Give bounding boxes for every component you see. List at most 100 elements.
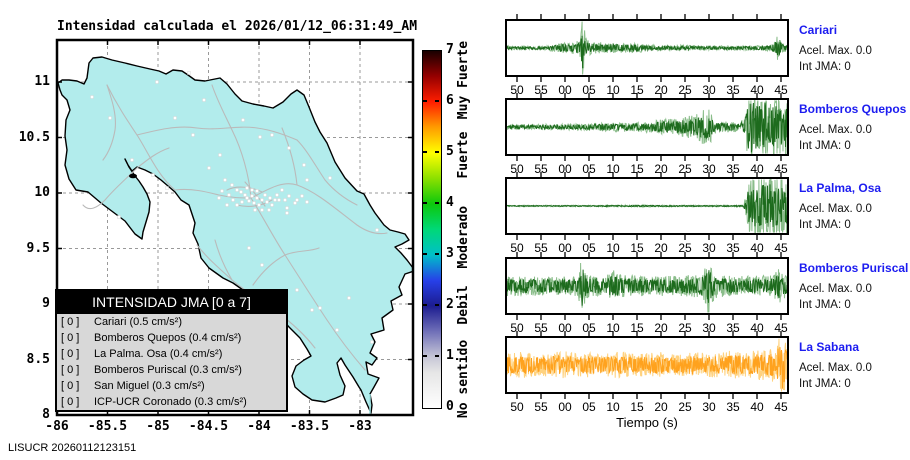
station-marker bbox=[117, 215, 121, 219]
legend-intensity-value: [ 0 ] bbox=[61, 380, 80, 392]
map-frame bbox=[55, 38, 415, 417]
station-marker bbox=[277, 198, 281, 202]
station-marker bbox=[280, 188, 284, 192]
colorbar-tick-label: 0 bbox=[446, 399, 454, 414]
time-tick-label: 05 bbox=[582, 241, 596, 255]
station-marker bbox=[293, 201, 297, 205]
legend-row: [ 0 ] Bomberos Puriscal (0.3 cm/s²) bbox=[57, 362, 286, 378]
time-tick-label: 10 bbox=[606, 321, 620, 335]
station-marker bbox=[231, 198, 235, 202]
station-marker bbox=[285, 206, 289, 210]
legend-intensity-value: [ 0 ] bbox=[61, 332, 80, 344]
colorbar-tick-mark bbox=[435, 355, 439, 357]
station-marker bbox=[253, 208, 257, 212]
map-y-tick-label: 8 bbox=[42, 407, 50, 422]
station-marker bbox=[173, 116, 177, 120]
map-x-tick-label: -83.5 bbox=[289, 419, 330, 434]
time-tick-label: 25 bbox=[678, 321, 692, 335]
legend-station-label: San Miguel (0.3 cm/s²) bbox=[94, 380, 205, 392]
map-y-tick-label: 9 bbox=[42, 296, 50, 311]
legend-station-label: ICP-UCR Coronado (0.3 cm/s²) bbox=[94, 396, 247, 408]
station-acel-max: Acel. Max. 0.0 bbox=[799, 362, 872, 374]
station-marker bbox=[305, 200, 309, 204]
costa-rica-land bbox=[57, 56, 413, 414]
time-tick-label: 55 bbox=[534, 321, 548, 335]
colorbar-tick-label: 5 bbox=[446, 144, 454, 159]
station-marker bbox=[273, 198, 277, 202]
station-name-label: La Palma, Osa bbox=[799, 181, 882, 195]
station-marker bbox=[260, 198, 264, 202]
legend-header: INTENSIDAD JMA [0 a 7] bbox=[57, 291, 286, 314]
time-tick-label: 55 bbox=[534, 83, 548, 97]
station-marker bbox=[283, 198, 287, 202]
station-int-jma: Int JMA: 0 bbox=[799, 219, 851, 231]
time-tick-label: 55 bbox=[534, 162, 548, 176]
time-tick-label: 00 bbox=[558, 83, 572, 97]
map-y-tick-label: 10 bbox=[34, 185, 50, 200]
time-tick-label: 50 bbox=[510, 241, 524, 255]
time-tick-label: 25 bbox=[678, 241, 692, 255]
time-tick-label: 50 bbox=[510, 83, 524, 97]
station-acel-max: Acel. Max. 0.0 bbox=[799, 283, 872, 295]
colorbar-tick-mark bbox=[423, 253, 427, 255]
time-tick-label: 10 bbox=[606, 241, 620, 255]
station-marker bbox=[243, 193, 247, 197]
time-tick-label: 45 bbox=[774, 400, 788, 414]
time-tick-label: 25 bbox=[678, 83, 692, 97]
station-marker bbox=[218, 153, 222, 157]
time-tick-label: 40 bbox=[750, 321, 764, 335]
legend-station-label: Cariari (0.5 cm/s²) bbox=[94, 316, 183, 328]
time-tick-label: 35 bbox=[726, 83, 740, 97]
waveform-trace bbox=[507, 184, 787, 228]
time-axis-label: Tiempo (s) bbox=[616, 415, 678, 430]
time-tick-label: 20 bbox=[654, 241, 668, 255]
time-tick-label: 25 bbox=[678, 162, 692, 176]
station-marker bbox=[295, 288, 299, 292]
station-marker bbox=[230, 183, 234, 187]
time-tick-label: 20 bbox=[654, 321, 668, 335]
time-tick-label: 35 bbox=[726, 400, 740, 414]
station-marker bbox=[151, 173, 155, 177]
time-tick-label: 40 bbox=[750, 400, 764, 414]
time-tick-label: 00 bbox=[558, 241, 572, 255]
colorbar-tick-mark bbox=[423, 151, 427, 153]
station-marker bbox=[207, 166, 211, 170]
isla-chira bbox=[129, 173, 137, 179]
time-tick-label: 45 bbox=[774, 162, 788, 176]
legend-station-label: Bomberos Puriscal (0.3 cm/s²) bbox=[94, 364, 242, 376]
legend-row: [ 0 ] ICP-UCR Coronado (0.3 cm/s²) bbox=[57, 394, 286, 410]
station-name-label: Cariari bbox=[799, 23, 838, 37]
colorbar-tick-label: 3 bbox=[446, 246, 454, 261]
station-marker bbox=[270, 133, 274, 137]
time-tick-label: 20 bbox=[654, 83, 668, 97]
time-tick-label: 30 bbox=[702, 400, 716, 414]
time-tick-label: 30 bbox=[702, 241, 716, 255]
station-markers bbox=[90, 71, 379, 344]
map-x-tick-label: -86 bbox=[45, 419, 69, 434]
time-tick-label: 35 bbox=[726, 162, 740, 176]
seismogram-panel-cariari: 50 55 00 05 10 15 20 25 30 35 40 45 bbox=[505, 14, 789, 97]
time-tick-label: 05 bbox=[582, 321, 596, 335]
station-marker bbox=[187, 71, 191, 75]
time-tick-label: 05 bbox=[582, 162, 596, 176]
map-y-tick-label: 10.5 bbox=[18, 129, 50, 145]
time-tick-label: 40 bbox=[750, 241, 764, 255]
map-x-tick-label: -83 bbox=[348, 419, 372, 434]
station-marker bbox=[240, 200, 244, 204]
colorbar-tick-label: 4 bbox=[446, 195, 454, 210]
station-acel-max: Acel. Max. 0.0 bbox=[799, 124, 872, 136]
station-marker bbox=[310, 308, 314, 312]
station-marker bbox=[225, 203, 229, 207]
time-tick-label: 15 bbox=[630, 400, 644, 414]
map-x-tick-label: -84.5 bbox=[188, 419, 229, 434]
station-marker bbox=[223, 178, 227, 182]
time-tick-label: 35 bbox=[726, 241, 740, 255]
intensity-legend: INTENSIDAD JMA [0 a 7] [ 0 ] Cariari (0.5… bbox=[55, 289, 288, 412]
map-title: Intensidad calculada el 2026/01/12_06:31… bbox=[57, 19, 418, 34]
station-marker bbox=[258, 135, 262, 139]
time-tick-label: 15 bbox=[630, 241, 644, 255]
colorbar-tick-mark bbox=[435, 151, 439, 153]
station-marker bbox=[295, 198, 299, 202]
legend-row: [ 0 ] Cariari (0.5 cm/s²) bbox=[57, 314, 286, 330]
legend-intensity-value: [ 0 ] bbox=[61, 364, 80, 376]
